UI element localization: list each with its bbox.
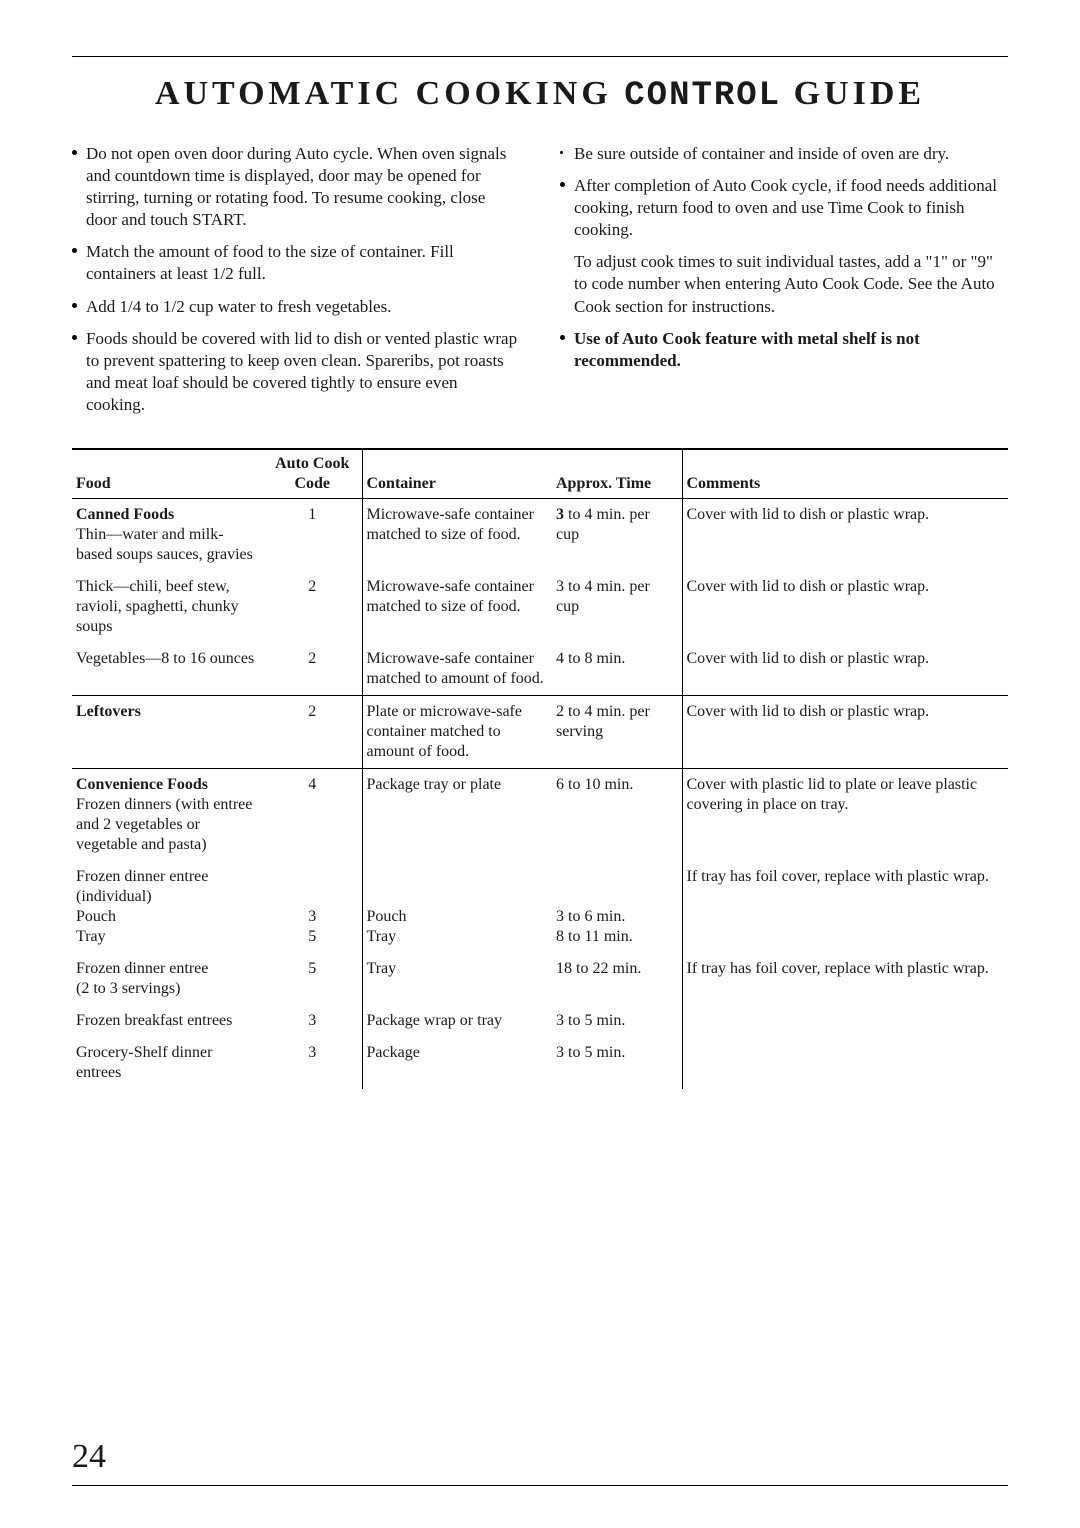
cell-comments: Cover with lid to dish or plastic wrap. xyxy=(682,696,1008,769)
cell-container: Package xyxy=(362,1037,552,1089)
cell-code: 35 xyxy=(267,861,362,953)
cell-code: 3 xyxy=(267,1037,362,1089)
cell-comments: Cover with lid to dish or plastic wrap. xyxy=(682,571,1008,643)
cell-food: Convenience FoodsFrozen dinners (with en… xyxy=(72,769,267,862)
table-row: Convenience FoodsFrozen dinners (with en… xyxy=(72,769,1008,862)
cell-container: Microwave-safe container matched to size… xyxy=(362,571,552,643)
cell-time: 3 to 5 min. xyxy=(552,1005,682,1037)
sub-note: To adjust cook times to suit individual … xyxy=(560,251,1008,317)
cell-comments: Cover with lid to dish or plastic wrap. xyxy=(682,499,1008,572)
cell-container: Package wrap or tray xyxy=(362,1005,552,1037)
cell-time: 4 to 8 min. xyxy=(552,643,682,696)
cell-food: Frozen dinner entree(2 to 3 servings) xyxy=(72,953,267,1005)
cell-container: Tray xyxy=(362,953,552,1005)
cell-comments: If tray has foil cover, replace with pla… xyxy=(682,861,1008,953)
cell-code: 4 xyxy=(267,769,362,862)
cell-food: Leftovers xyxy=(72,696,267,769)
cell-comments: If tray has foil cover, replace with pla… xyxy=(682,953,1008,1005)
left-bullet-list: Do not open oven door during Auto cycle.… xyxy=(72,143,520,416)
cell-time: 6 to 10 min. xyxy=(552,769,682,862)
cell-comments xyxy=(682,1037,1008,1089)
cell-container: Package tray or plate xyxy=(362,769,552,862)
cell-code: 2 xyxy=(267,643,362,696)
cell-comments: Cover with plastic lid to plate or leave… xyxy=(682,769,1008,862)
cell-code: 3 xyxy=(267,1005,362,1037)
title-control: CONTROL xyxy=(624,77,781,115)
th-comments: Comments xyxy=(682,449,1008,499)
cell-time: 3 to 6 min.8 to 11 min. xyxy=(552,861,682,953)
document-page: AUTOMATIC COOKING CONTROL GUIDE Do not o… xyxy=(0,0,1080,1528)
bottom-rule xyxy=(72,1485,1008,1486)
cell-container: PouchTray xyxy=(362,861,552,953)
th-time: Approx. Time xyxy=(552,449,682,499)
th-container: Container xyxy=(362,449,552,499)
table-row: Thick—chili, beef stew, ravioli, spaghet… xyxy=(72,571,1008,643)
cooking-table: Food Auto CookCode Container Approx. Tim… xyxy=(72,448,1008,1089)
page-number: 24 xyxy=(72,1438,106,1476)
th-food: Food xyxy=(72,449,267,499)
cell-code: 2 xyxy=(267,696,362,769)
list-item-bold: Use of Auto Cook feature with metal shel… xyxy=(560,328,1008,372)
title-pre: AUTOMATIC COOKING xyxy=(155,75,624,112)
cell-food: Canned FoodsThin—water and milk-based so… xyxy=(72,499,267,572)
cell-code: 2 xyxy=(267,571,362,643)
cell-code: 1 xyxy=(267,499,362,572)
table-row: Frozen dinner entree(2 to 3 servings)5Tr… xyxy=(72,953,1008,1005)
th-code: Auto CookCode xyxy=(267,449,362,499)
cell-time: 2 to 4 min. per serving xyxy=(552,696,682,769)
list-item: Do not open oven door during Auto cycle.… xyxy=(72,143,520,231)
table-row: Vegetables—8 to 16 ounces2Microwave-safe… xyxy=(72,643,1008,696)
cell-food: Grocery-Shelf dinner entrees xyxy=(72,1037,267,1089)
list-item: After completion of Auto Cook cycle, if … xyxy=(560,175,1008,241)
cell-time: 18 to 22 min. xyxy=(552,953,682,1005)
cell-food: Frozen dinner entree (individual)PouchTr… xyxy=(72,861,267,953)
table-header-row: Food Auto CookCode Container Approx. Tim… xyxy=(72,449,1008,499)
left-column: Do not open oven door during Auto cycle.… xyxy=(72,143,520,426)
table-body: Canned FoodsThin—water and milk-based so… xyxy=(72,499,1008,1090)
cell-time: 3 to 5 min. xyxy=(552,1037,682,1089)
cell-container: Microwave-safe container matched to size… xyxy=(362,499,552,572)
cell-food: Vegetables—8 to 16 ounces xyxy=(72,643,267,696)
cell-comments xyxy=(682,1005,1008,1037)
cell-code: 5 xyxy=(267,953,362,1005)
page-title: AUTOMATIC COOKING CONTROL GUIDE xyxy=(72,75,1008,115)
top-rule xyxy=(72,56,1008,57)
table-row: Frozen breakfast entrees3Package wrap or… xyxy=(72,1005,1008,1037)
list-item: Add 1/4 to 1/2 cup water to fresh vegeta… xyxy=(72,296,520,318)
right-column: Be sure outside of container and inside … xyxy=(560,143,1008,426)
cell-container: Microwave-safe container matched to amou… xyxy=(362,643,552,696)
cell-time: 3 to 4 min. per cup xyxy=(552,499,682,572)
table-row: Grocery-Shelf dinner entrees3Package3 to… xyxy=(72,1037,1008,1089)
cell-food: Thick—chili, beef stew, ravioli, spaghet… xyxy=(72,571,267,643)
cell-container: Plate or microwave-safe container matche… xyxy=(362,696,552,769)
cell-time: 3 to 4 min. per cup xyxy=(552,571,682,643)
list-item: Be sure outside of container and inside … xyxy=(560,143,1008,165)
list-item: Foods should be covered with lid to dish… xyxy=(72,328,520,416)
table-row: Canned FoodsThin—water and milk-based so… xyxy=(72,499,1008,572)
right-bullet-list: Be sure outside of container and inside … xyxy=(560,143,1008,241)
list-item: Match the amount of food to the size of … xyxy=(72,241,520,285)
table-row: Frozen dinner entree (individual)PouchTr… xyxy=(72,861,1008,953)
title-post: GUIDE xyxy=(781,75,925,112)
cell-food: Frozen breakfast entrees xyxy=(72,1005,267,1037)
cell-comments: Cover with lid to dish or plastic wrap. xyxy=(682,643,1008,696)
bullet-columns: Do not open oven door during Auto cycle.… xyxy=(72,143,1008,426)
right-bold-list: Use of Auto Cook feature with metal shel… xyxy=(560,328,1008,372)
table-row: Leftovers2Plate or microwave-safe contai… xyxy=(72,696,1008,769)
